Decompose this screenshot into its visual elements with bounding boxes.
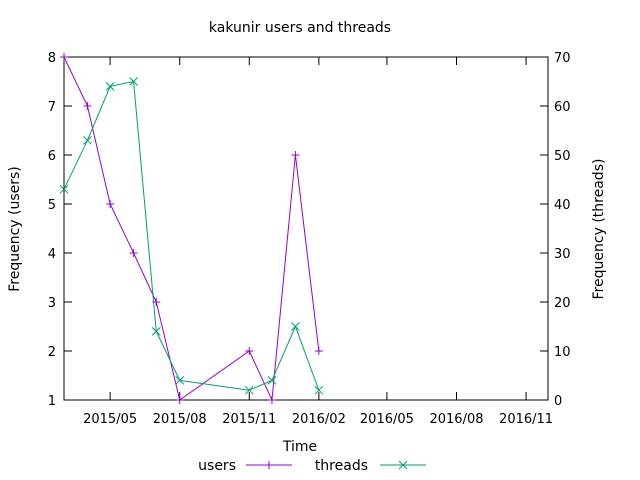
y-tick-label: 2 xyxy=(48,345,56,360)
y-tick-label: 8 xyxy=(48,51,56,66)
data-point-users xyxy=(106,200,115,208)
series-layer xyxy=(59,53,324,404)
y-tick-label: 7 xyxy=(48,100,56,115)
data-point-users xyxy=(60,53,68,61)
data-point-threads xyxy=(151,327,161,336)
legend-label: threads xyxy=(315,458,368,474)
legend-item-threads: threads xyxy=(315,458,426,474)
data-point-users xyxy=(314,347,323,355)
y2-tick-label: 20 xyxy=(554,296,571,311)
x-tick-label: 2015/08 xyxy=(153,412,207,427)
axis-ticks: 1 2 3 4 5 6 7 8 0 10 20 30 40 50 60 70 2015/05 2015/08 201… xyxy=(48,51,571,427)
y2-tick-label: 40 xyxy=(554,198,571,213)
x-tick-label: 2016/02 xyxy=(292,412,346,427)
y2-tick-label: 50 xyxy=(554,149,571,164)
data-point-users xyxy=(175,396,184,404)
legend: users threads xyxy=(198,458,426,474)
legend-label: users xyxy=(198,458,236,474)
plot-frame xyxy=(63,56,549,401)
y2-tick-label: 0 xyxy=(554,394,562,409)
y2-tick-label: 10 xyxy=(554,345,571,360)
data-point-threads xyxy=(105,82,115,91)
x-axis-label: Time xyxy=(282,439,317,455)
data-point-threads xyxy=(267,376,277,385)
y2-tick-label: 70 xyxy=(554,51,571,66)
series-users xyxy=(60,53,323,404)
data-point-threads xyxy=(59,184,69,194)
y-tick-label: 1 xyxy=(48,394,56,409)
x-tick-label: 2015/11 xyxy=(222,412,276,427)
legend-marker xyxy=(265,461,273,469)
data-point-users xyxy=(291,151,300,159)
data-point-users xyxy=(83,102,92,110)
x-tick-label: 2015/05 xyxy=(83,412,137,427)
legend-marker xyxy=(398,460,408,470)
data-point-threads xyxy=(291,322,300,331)
y-tick-label: 4 xyxy=(48,247,56,262)
series-line-threads xyxy=(63,80,320,391)
y2-tick-label: 60 xyxy=(554,100,571,115)
data-point-threads xyxy=(314,385,324,395)
data-point-users xyxy=(245,347,254,355)
data-point-users xyxy=(267,396,276,404)
y-tick-label: 5 xyxy=(48,198,56,213)
series-line-users xyxy=(63,56,320,402)
x-tick-label: 2016/05 xyxy=(360,412,414,427)
data-point-threads xyxy=(83,135,92,145)
chart-title: kakunir users and threads xyxy=(209,20,391,36)
y-axis-label-left: Frequency (users) xyxy=(7,166,23,292)
y-axis-label-right: Frequency (threads) xyxy=(591,159,607,300)
x-tick-label: 2016/11 xyxy=(499,412,553,427)
x-tick-label: 2016/08 xyxy=(429,412,483,427)
data-point-threads xyxy=(129,77,138,86)
series-threads xyxy=(59,77,324,395)
y-tick-label: 6 xyxy=(48,149,56,164)
legend-item-users: users xyxy=(198,458,292,474)
data-point-threads xyxy=(244,385,254,395)
y2-tick-label: 30 xyxy=(554,247,571,262)
y-tick-label: 3 xyxy=(48,296,56,311)
data-point-threads xyxy=(175,376,185,385)
data-point-users xyxy=(129,249,138,257)
